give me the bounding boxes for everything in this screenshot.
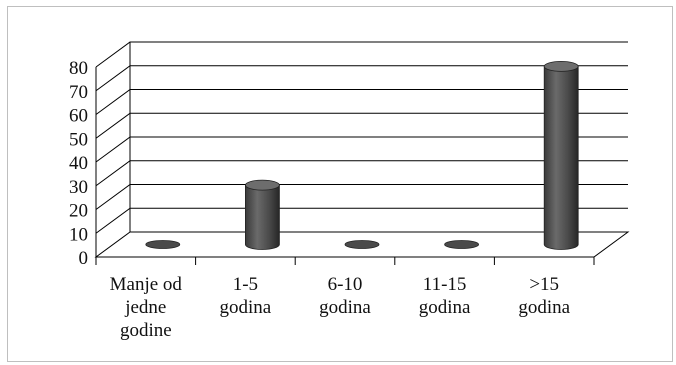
x-category-label: 1-5 godina <box>220 274 272 318</box>
bars <box>145 60 579 250</box>
y-tick-label: 70 <box>69 82 88 103</box>
x-category-label: >15 godina <box>518 274 570 318</box>
y-tick-label: 60 <box>69 106 88 127</box>
x-category-label: 11-15 godina <box>419 274 471 318</box>
y-tick-label: 0 <box>79 248 89 269</box>
bar <box>444 240 480 249</box>
y-tick-label: 50 <box>69 129 88 150</box>
x-axis-category-labels: Manje od jedne godine 1-5 godina 6-10 godina 11… <box>110 274 571 341</box>
bar <box>543 60 579 250</box>
x-category-label: 6-10 godina <box>319 274 371 318</box>
y-tick-label: 10 <box>69 224 88 245</box>
y-tick-label: 20 <box>69 201 88 222</box>
bar <box>145 240 181 249</box>
bar <box>344 240 380 249</box>
y-tick-label: 40 <box>69 153 88 174</box>
y-tick-label: 80 <box>69 58 88 79</box>
bar <box>244 179 280 250</box>
x-category-label: Manje od jedne godine <box>110 274 183 341</box>
y-tick-label: 30 <box>69 177 88 198</box>
gridlines <box>95 41 628 257</box>
